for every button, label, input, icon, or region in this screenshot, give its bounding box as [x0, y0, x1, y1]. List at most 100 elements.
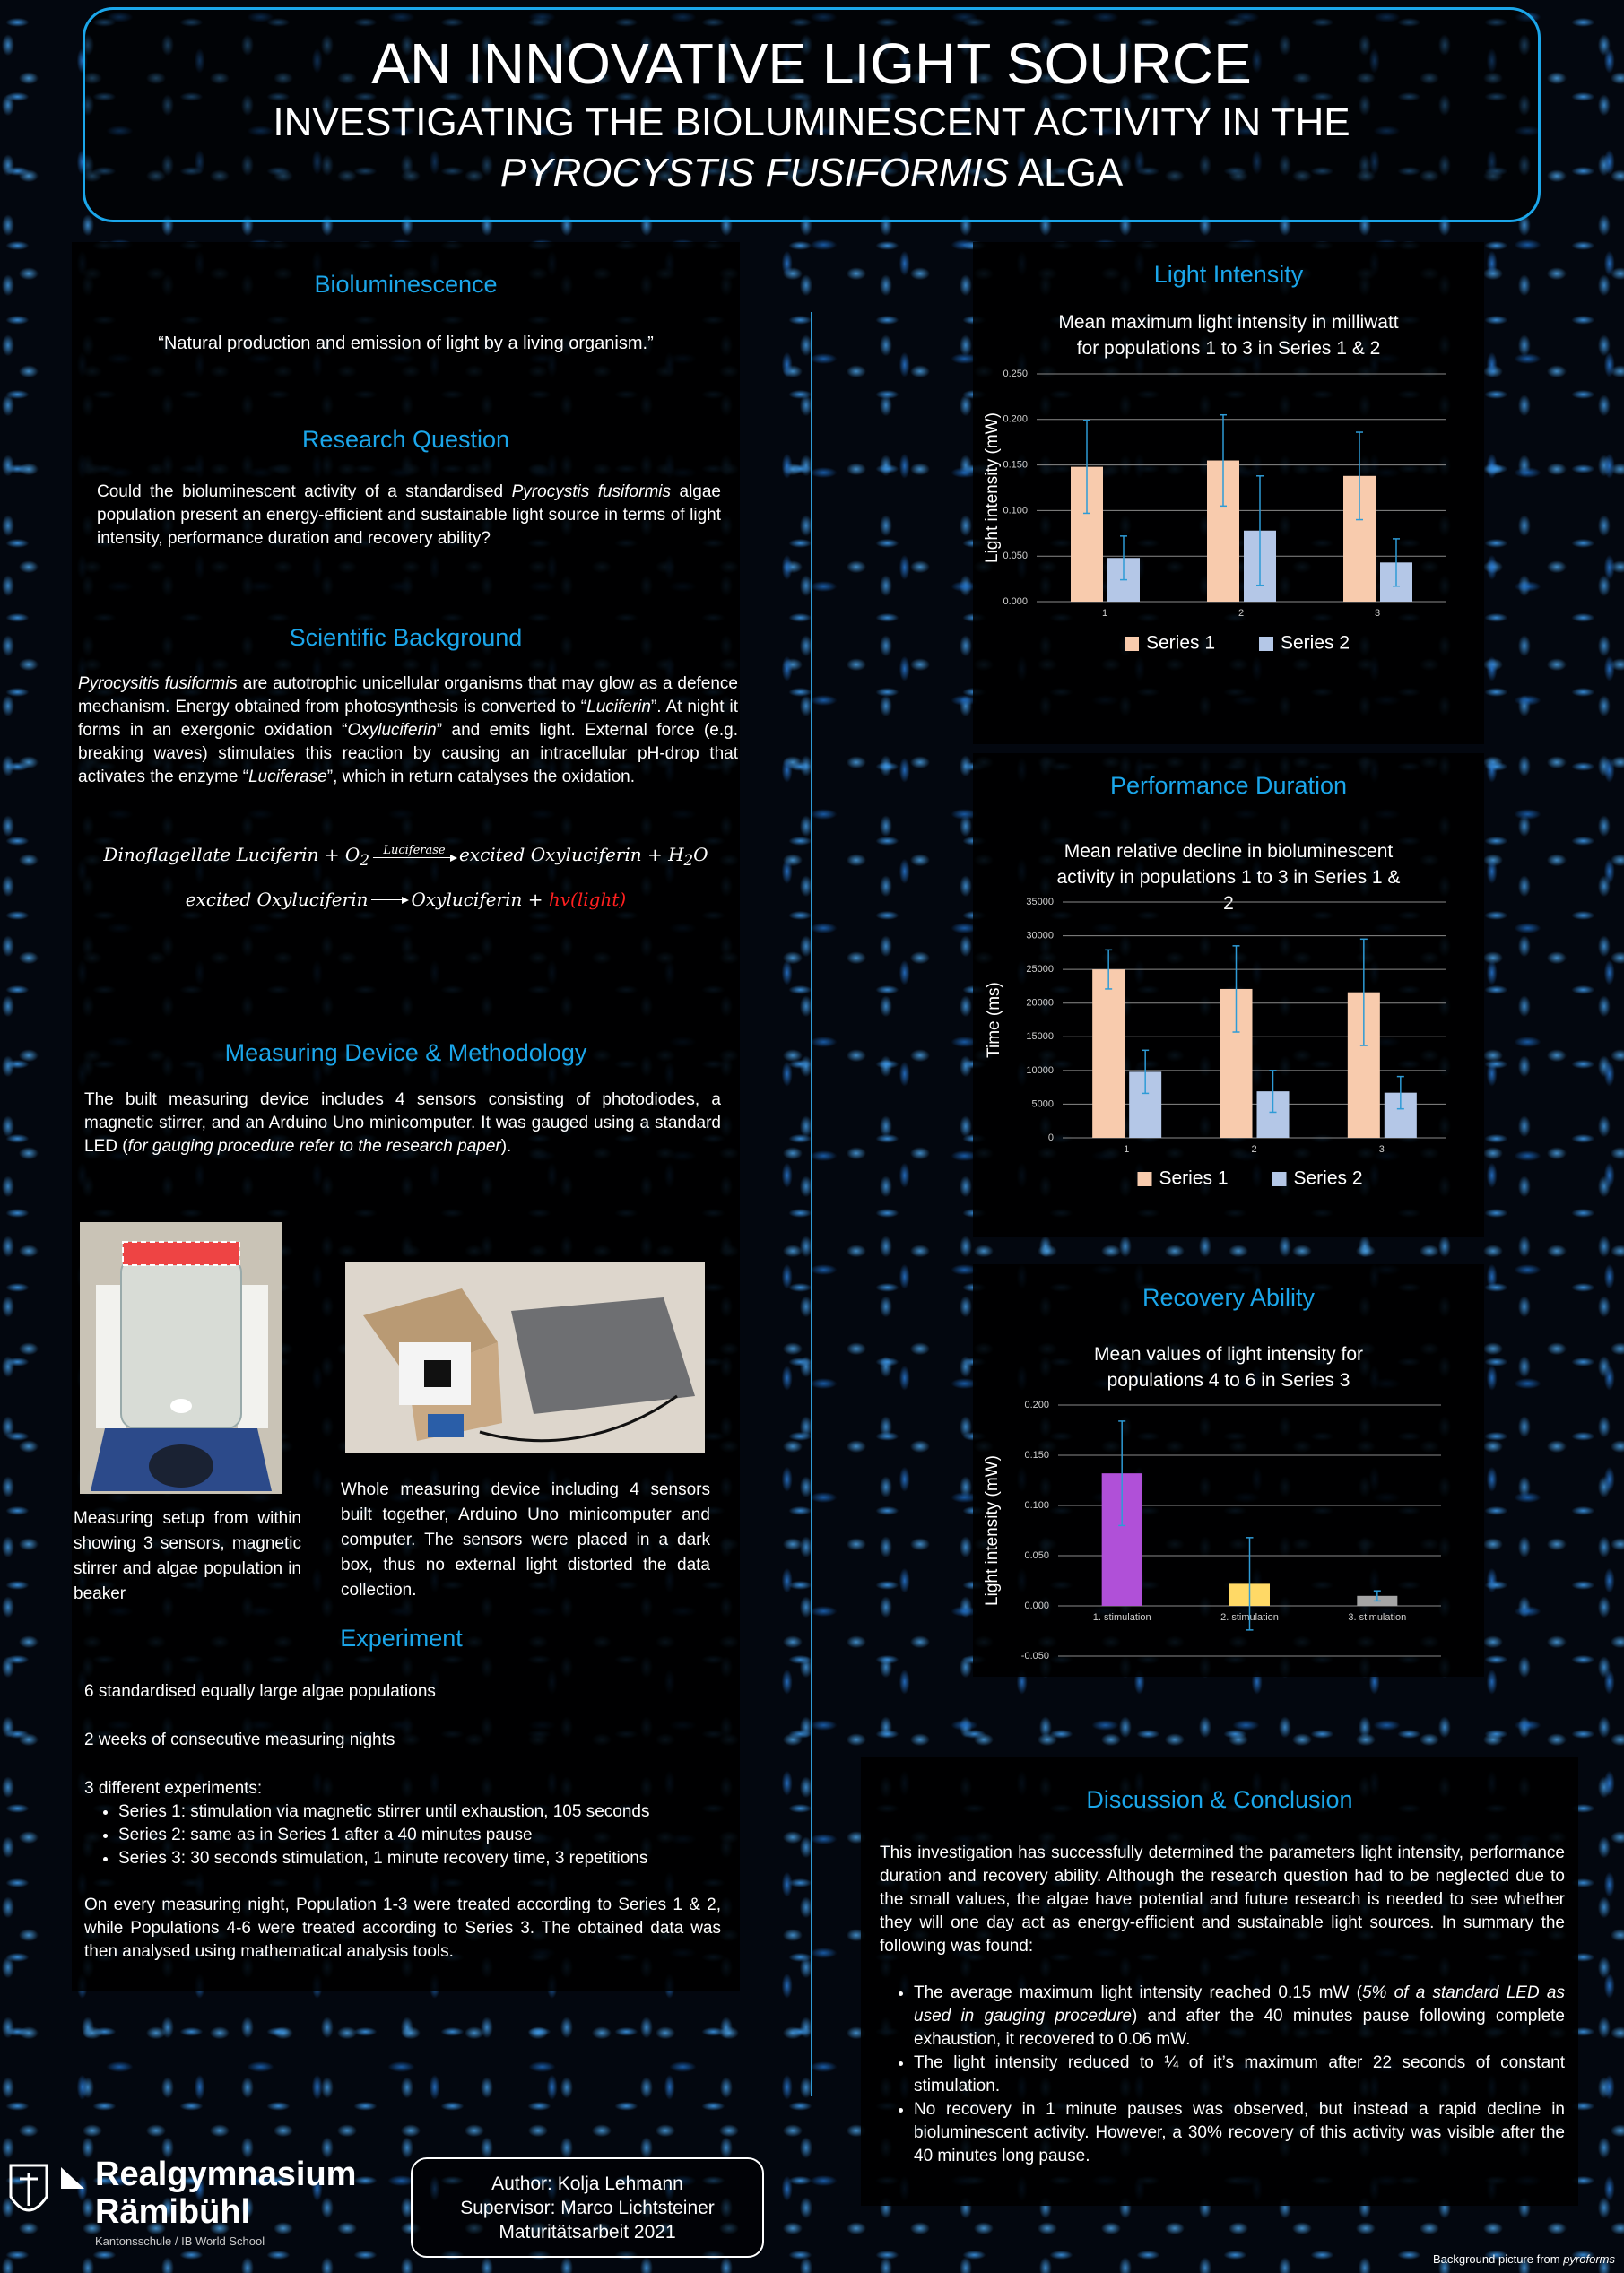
- legend-swatch: [1272, 1172, 1287, 1186]
- error-bar: [1246, 1537, 1254, 1631]
- y-tick-label: 0.050: [1003, 551, 1028, 561]
- y-tick-label: 25000: [1026, 964, 1054, 975]
- equation-part: excited Oxyluciferin + H: [458, 844, 684, 865]
- crest: [9, 2164, 48, 2212]
- chart: 0 5000 10000 15000 20000 25000 30000 35000 Time …: [985, 897, 1446, 1189]
- y-axis-label: Light intensity (mW): [983, 412, 1002, 563]
- experiment-panel: [72, 1614, 740, 1991]
- bullet-list: The average maximum light intensity reac…: [880, 1982, 1565, 2168]
- y-tick-label: 0.000: [1024, 1601, 1049, 1611]
- text: The built measuring device includes 4 se…: [84, 1090, 721, 1156]
- x-tick-label: 2: [1238, 608, 1244, 619]
- subtitle-part: INVESTIGATING THE BIOLUMINESCENT ACTIVIT…: [273, 100, 1350, 144]
- section-heading: Discussion & Conclusion: [1086, 1786, 1353, 1813]
- text: ) and after the 40 minutes pause followi…: [914, 2007, 1565, 2049]
- text: Could the bioluminescent activity of a s…: [97, 482, 512, 501]
- error-bar: [1359, 938, 1368, 1046]
- text: Luciferin: [586, 698, 651, 716]
- quote: “Natural production and emission of ligh…: [158, 334, 654, 353]
- y-tick-label: 0.050: [1024, 1550, 1049, 1561]
- item: 3 different experiments:: [84, 1779, 263, 1798]
- y-tick-label: 20000: [1026, 998, 1054, 1009]
- y-tick-label: 0.100: [1003, 505, 1028, 516]
- author-box: Author: Kolja Lehmann Supervisor: Marco …: [411, 2157, 764, 2258]
- equation-part: 2: [683, 852, 694, 869]
- photo-setup: [80, 1222, 282, 1494]
- experiment-body: 6 standardised equally large algae popul…: [84, 1680, 721, 1964]
- arrow: [371, 897, 410, 904]
- divider: [811, 312, 812, 2096]
- caption: Measuring setup from within showing 3 se…: [74, 1509, 301, 1603]
- school-subtitle: Kantonsschule / IB World School: [95, 2234, 265, 2248]
- paragraph: Pyrocysitis fusiformis are autotrophic u…: [78, 672, 738, 789]
- paragraph: This investigation has successfully dete…: [880, 1844, 1565, 1956]
- y-tick-label: 0.250: [1003, 369, 1028, 379]
- text: are autotrophic unicellular organisms th…: [78, 674, 739, 716]
- credit: Author: Kolja Lehmann: [491, 2173, 683, 2194]
- catalyst: Luciferase: [383, 844, 446, 857]
- text: Pyrocysitis fusiformis: [78, 674, 238, 693]
- text: Luciferase: [248, 768, 327, 786]
- bar: [1092, 969, 1125, 1138]
- background-credit: Background picture from pyroforms: [1433, 2252, 1615, 2267]
- school-name: Realgymnasium Rämibühl: [95, 2156, 356, 2231]
- equation: Dinoflagellate Luciferin + O 2 Luciferase e…: [72, 843, 740, 872]
- caption: Whole measuring device including 4 senso…: [341, 1480, 710, 1600]
- y-tick-label: 30000: [1026, 930, 1054, 941]
- photo-device: [345, 1262, 705, 1453]
- equation-part: Dinoflagellate Luciferin + O: [103, 844, 360, 865]
- error-bar: [1396, 1075, 1404, 1110]
- x-tick-label: 3: [1379, 1144, 1385, 1155]
- chart-title: Mean values of light intensity for popul…: [1094, 1344, 1363, 1391]
- section-heading: Bioluminescence: [314, 271, 498, 298]
- section-heading: Research Question: [301, 426, 510, 453]
- error-bar: [1256, 475, 1264, 586]
- item: 6 standardised equally large algae popul…: [84, 1682, 436, 1701]
- text: for gauging procedure refer to the resea…: [127, 1137, 501, 1156]
- text: Oxyluciferin: [347, 721, 437, 740]
- x-tick-label: 3: [1375, 608, 1380, 619]
- credit: Maturitätsarbeit 2021: [499, 2222, 676, 2243]
- x-tick-label: 1. stimulation: [1093, 1612, 1151, 1623]
- section-heading: Experiment: [340, 1625, 463, 1652]
- text: 5% of a standard LED as used in gauging …: [914, 1983, 1565, 2026]
- header: AN INNOVATIVE LIGHT SOURCE INVESTIGATING…: [83, 7, 1541, 222]
- legend-swatch: [1125, 637, 1139, 651]
- section-heading: Measuring Device & Methodology: [224, 1039, 587, 1066]
- discussion-panel: [861, 1757, 1578, 2206]
- y-tick-label: 5000: [1032, 1098, 1054, 1109]
- y-tick-label: 0.200: [1003, 414, 1028, 425]
- error-bar: [1269, 1070, 1277, 1114]
- item: 2 weeks of consecutive measuring nights: [84, 1731, 395, 1749]
- paragraph: On every measuring night, Population 1-3…: [84, 1896, 721, 1961]
- equation: excited Oxyluciferin Oxyluciferin + hv(li…: [72, 888, 740, 911]
- y-tick-label: 0.000: [1003, 596, 1028, 607]
- subtitle-part: ALGA: [1008, 151, 1124, 195]
- bullet: Series 3: 30 seconds stimulation, 1 minu…: [118, 1847, 721, 1870]
- bullet: The light intensity reduced to ¼ of it’s…: [914, 2052, 1565, 2098]
- equation-part: excited Oxyluciferin: [185, 889, 369, 910]
- section-heading: Scientific Background: [289, 624, 523, 651]
- chart-title: Mean relative decline in bioluminescent …: [1056, 841, 1401, 914]
- text: ”. At night it forms in an exergonic oxi…: [78, 698, 739, 740]
- error-bar: [1220, 413, 1227, 508]
- y-tick-label: 0.150: [1003, 460, 1028, 471]
- x-tick-label: 1: [1124, 1144, 1129, 1155]
- x-tick-label: 2: [1251, 1144, 1256, 1155]
- chart-panel: [973, 1264, 1484, 1677]
- text: Pyrocystis fusiformis: [511, 482, 671, 501]
- bullet: The average maximum light intensity reac…: [914, 1982, 1565, 2052]
- error-bar: [1373, 1590, 1381, 1602]
- school-line: Realgymnasium: [95, 2156, 357, 2193]
- x-tick-label: 1: [1102, 608, 1107, 619]
- y-tick-label: 0.100: [1024, 1500, 1049, 1511]
- y-tick-label: 15000: [1026, 1031, 1054, 1042]
- paragraph: Could the bioluminescent activity of a s…: [97, 481, 721, 551]
- arrow: Luciferase: [372, 844, 457, 862]
- section-heading: Performance Duration: [1109, 772, 1348, 799]
- chart: 0.000 0.050 0.100 0.150 0.200 0.250 Light inte…: [983, 369, 1446, 654]
- discussion-body: This investigation has successfully dete…: [880, 1842, 1565, 2168]
- error-bar: [1232, 945, 1240, 1033]
- equation-part: O: [693, 844, 708, 865]
